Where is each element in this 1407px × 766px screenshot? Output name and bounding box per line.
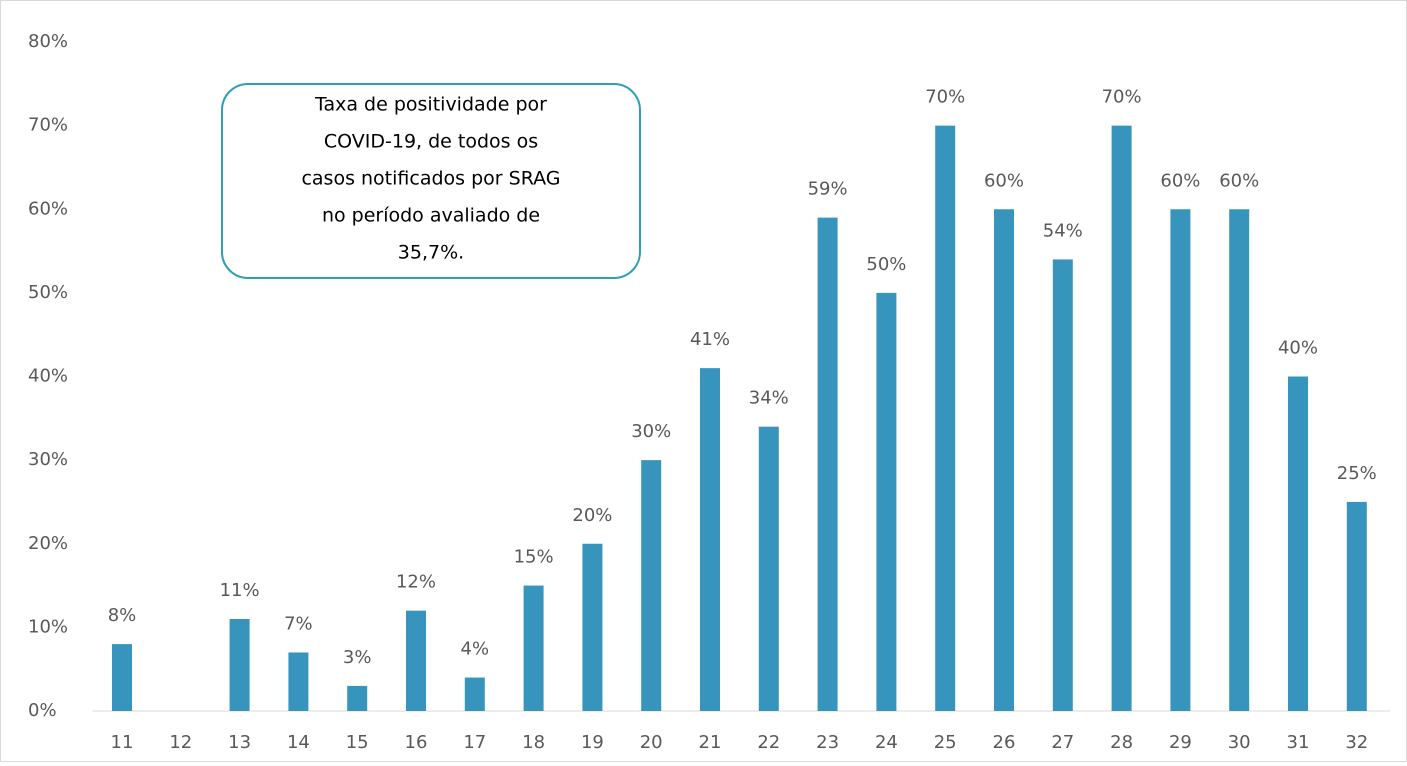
x-tick-label: 19 bbox=[581, 732, 604, 753]
data-label: 8% bbox=[108, 605, 137, 626]
x-tick-label: 25 bbox=[934, 732, 957, 753]
bar bbox=[935, 125, 956, 711]
x-tick-label: 11 bbox=[111, 732, 134, 753]
data-label: 34% bbox=[749, 388, 789, 409]
data-label: 11% bbox=[220, 580, 260, 601]
bar bbox=[758, 426, 779, 711]
x-tick-label: 14 bbox=[287, 732, 310, 753]
bar bbox=[1170, 209, 1191, 711]
x-tick-label: 13 bbox=[228, 732, 251, 753]
x-tick-label: 32 bbox=[1345, 732, 1368, 753]
bar bbox=[641, 460, 662, 711]
x-tick-label: 24 bbox=[875, 732, 898, 753]
x-tick-label: 31 bbox=[1287, 732, 1310, 753]
bar bbox=[876, 292, 897, 711]
x-tick-label: 20 bbox=[640, 732, 663, 753]
x-tick-label: 23 bbox=[816, 732, 839, 753]
bar bbox=[406, 610, 426, 711]
annotation-box bbox=[221, 83, 641, 279]
data-label: 12% bbox=[396, 572, 436, 593]
bar bbox=[523, 585, 544, 711]
bar bbox=[464, 677, 485, 711]
bar bbox=[1111, 125, 1132, 711]
x-tick-label: 28 bbox=[1110, 732, 1133, 753]
data-label: 60% bbox=[1219, 170, 1259, 191]
bar bbox=[229, 619, 250, 711]
bar bbox=[700, 368, 720, 711]
x-tick-label: 18 bbox=[522, 732, 545, 753]
x-tick-label: 30 bbox=[1228, 732, 1251, 753]
data-label: 60% bbox=[1160, 170, 1200, 191]
annotation-text: 35,7%. bbox=[398, 242, 464, 264]
x-tick-label: 15 bbox=[346, 732, 369, 753]
bar bbox=[1229, 209, 1250, 711]
x-tick-label: 27 bbox=[1051, 732, 1074, 753]
y-tick-label: 20% bbox=[28, 533, 68, 554]
data-label: 4% bbox=[461, 639, 490, 660]
y-tick-label: 0% bbox=[28, 700, 57, 721]
annotation-text: COVID-19, de todos os bbox=[324, 131, 538, 153]
bar bbox=[1346, 501, 1367, 711]
data-label: 50% bbox=[866, 254, 906, 275]
y-tick-label: 60% bbox=[28, 198, 68, 219]
bar bbox=[994, 209, 1014, 711]
data-label: 20% bbox=[572, 505, 612, 526]
data-label: 7% bbox=[284, 613, 313, 634]
data-label: 25% bbox=[1337, 463, 1377, 484]
y-tick-label: 70% bbox=[28, 115, 68, 136]
data-label: 60% bbox=[984, 170, 1024, 191]
x-tick-label: 26 bbox=[993, 732, 1016, 753]
x-tick-label: 17 bbox=[463, 732, 486, 753]
annotation-text: no período avaliado de bbox=[322, 205, 540, 227]
data-label: 41% bbox=[690, 329, 730, 350]
x-tick-label: 22 bbox=[757, 732, 780, 753]
data-label: 59% bbox=[808, 179, 848, 200]
bar bbox=[347, 685, 368, 711]
data-label: 30% bbox=[631, 421, 671, 442]
data-label: 70% bbox=[925, 87, 965, 108]
annotation-text: casos notificados por SRAG bbox=[301, 168, 560, 190]
bar bbox=[288, 652, 309, 711]
data-label: 3% bbox=[343, 647, 372, 668]
annotation-text: Taxa de positividade por bbox=[314, 94, 547, 116]
bar bbox=[1052, 259, 1073, 711]
x-tick-label: 12 bbox=[169, 732, 192, 753]
data-label: 15% bbox=[514, 547, 554, 568]
y-tick-label: 50% bbox=[28, 282, 68, 303]
bar bbox=[582, 543, 603, 711]
bar bbox=[1288, 376, 1308, 711]
data-label: 54% bbox=[1043, 220, 1083, 241]
bar bbox=[112, 644, 132, 711]
data-label: 40% bbox=[1278, 338, 1318, 359]
y-tick-label: 30% bbox=[28, 449, 68, 470]
x-tick-label: 16 bbox=[405, 732, 428, 753]
y-tick-label: 40% bbox=[28, 366, 68, 387]
bar bbox=[817, 217, 838, 712]
y-tick-label: 10% bbox=[28, 616, 68, 637]
y-tick-label: 80% bbox=[28, 31, 68, 52]
x-tick-label: 29 bbox=[1169, 732, 1192, 753]
x-tick-label: 21 bbox=[699, 732, 722, 753]
data-label: 70% bbox=[1102, 87, 1142, 108]
